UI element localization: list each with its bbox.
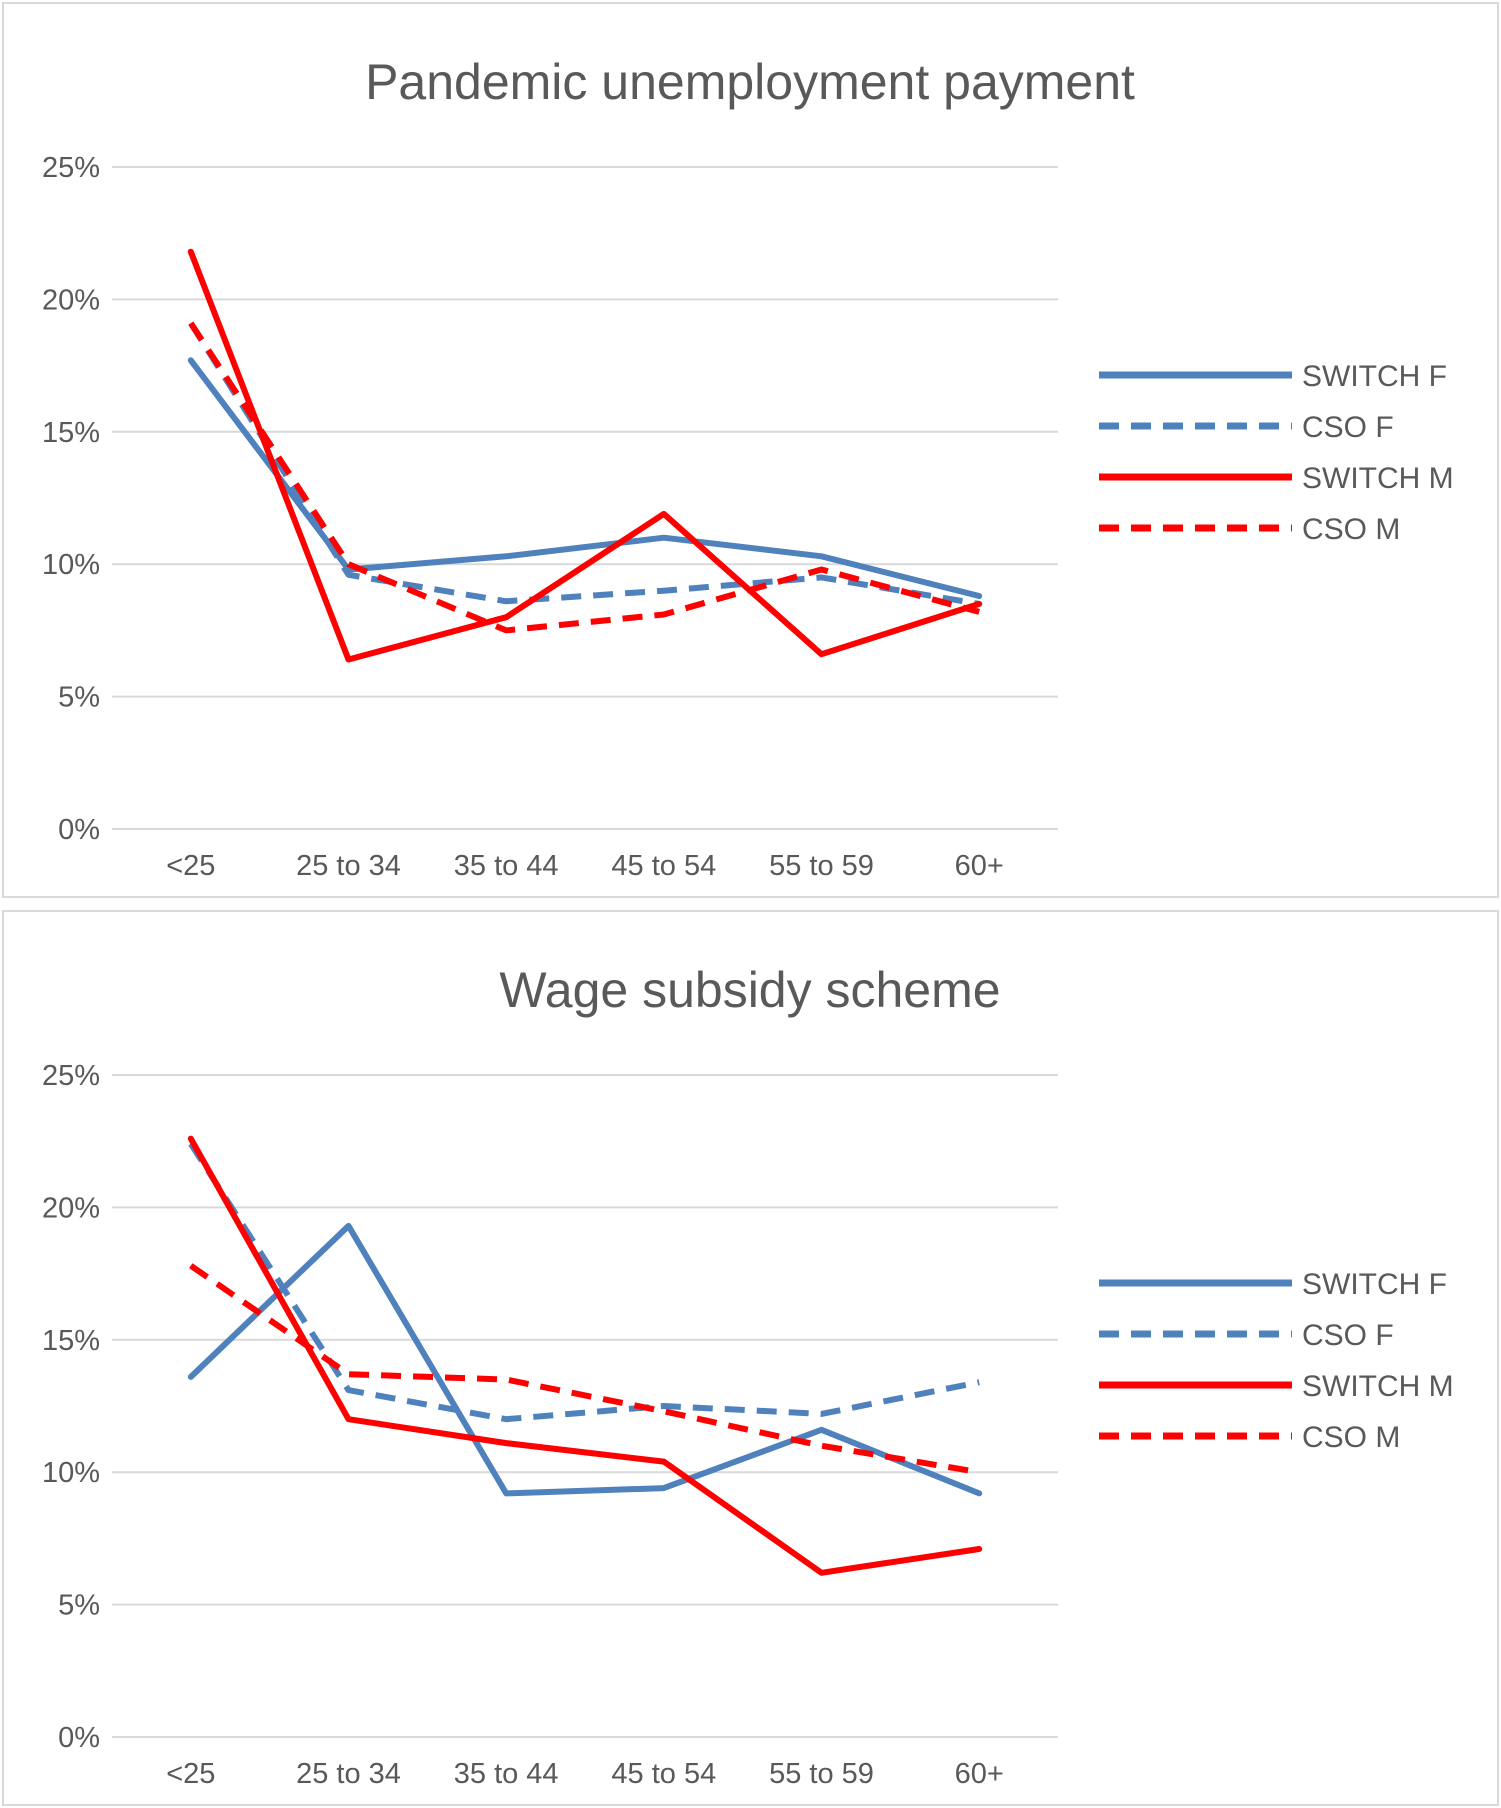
- x-tick-label: 35 to 44: [454, 1758, 559, 1790]
- legend-label: SWITCH M: [1302, 1370, 1454, 1403]
- x-tick-label: 55 to 59: [769, 850, 874, 882]
- chart-panel-wage-subsidy: Wage subsidy scheme 0% 5% 10% 15% 20% 25% <25 2…: [2, 910, 1499, 1806]
- y-tick-label: 10%: [42, 549, 100, 581]
- x-tick-label: 25 to 34: [296, 1758, 401, 1790]
- series-line: [188, 1142, 980, 1423]
- series-line: [187, 1135, 983, 1576]
- x-tick-label: 35 to 44: [454, 850, 559, 882]
- x-tick-label: 60+: [955, 850, 1004, 882]
- y-tick-label: 15%: [42, 417, 100, 449]
- y-tick-label: 20%: [42, 284, 100, 316]
- series-line: [189, 1263, 980, 1476]
- y-tick-label: 15%: [42, 1325, 100, 1357]
- chart-svg: Pandemic unemployment payment 0% 5% 10% 15%…: [42, 54, 1454, 882]
- chart-title: Wage subsidy scheme: [499, 962, 1000, 1018]
- legend-label: CSO F: [1302, 1319, 1394, 1352]
- x-tick-label: <25: [166, 1758, 215, 1790]
- y-tick-label: 5%: [58, 1590, 100, 1622]
- x-tick-label: 25 to 34: [296, 850, 401, 882]
- series-line: [187, 248, 983, 663]
- y-tick-label: 0%: [58, 1722, 100, 1754]
- legend-label: CSO M: [1302, 513, 1400, 546]
- legend-label: SWITCH F: [1302, 1268, 1447, 1301]
- y-tick-label: 25%: [42, 152, 100, 184]
- y-tick-label: 0%: [58, 814, 100, 846]
- x-tick-label: 45 to 54: [611, 850, 716, 882]
- y-tick-label: 25%: [42, 1060, 100, 1092]
- series-line: [187, 357, 983, 599]
- chart-title: Pandemic unemployment payment: [365, 54, 1135, 110]
- legend-label: CSO M: [1302, 1421, 1400, 1454]
- x-tick-label: 45 to 54: [611, 1758, 716, 1790]
- y-tick-label: 10%: [42, 1457, 100, 1489]
- y-tick-label: 20%: [42, 1192, 100, 1224]
- chart-panel-pandemic-unemployment: Pandemic unemployment payment 0% 5% 10% 15%…: [2, 2, 1499, 898]
- x-tick-label: <25: [166, 850, 215, 882]
- x-tick-label: 55 to 59: [769, 1758, 874, 1790]
- series-line: [188, 321, 980, 634]
- legend-label: CSO F: [1302, 411, 1394, 444]
- legend-label: SWITCH M: [1302, 462, 1454, 495]
- chart-svg: Wage subsidy scheme 0% 5% 10% 15% 20% 25% <25 2…: [42, 962, 1454, 1790]
- x-tick-label: 60+: [955, 1758, 1004, 1790]
- series-line: [187, 1222, 983, 1497]
- legend-label: SWITCH F: [1302, 360, 1447, 393]
- y-tick-label: 5%: [58, 682, 100, 714]
